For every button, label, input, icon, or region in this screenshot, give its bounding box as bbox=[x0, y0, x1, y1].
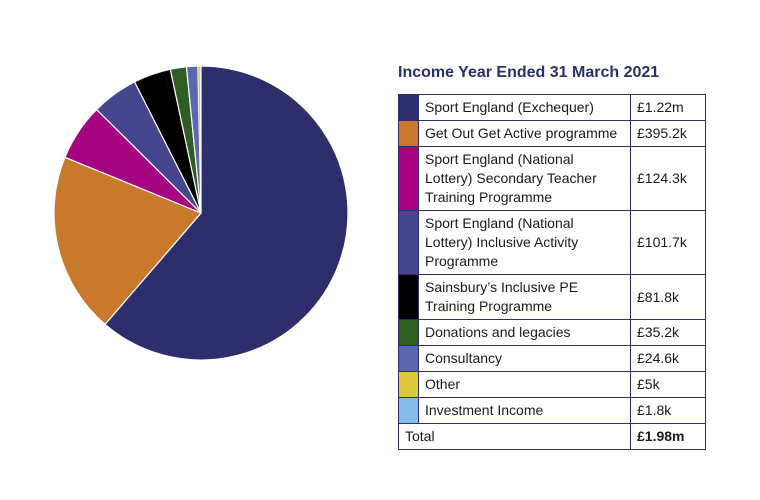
legend-label-1: Get Out Get Active programme bbox=[418, 120, 631, 147]
legend-label-3: Sport England (National Lottery) Inclusi… bbox=[418, 210, 631, 275]
legend-swatch-4 bbox=[398, 274, 419, 320]
legend-value-7: £5k bbox=[630, 371, 706, 398]
legend-swatch-6 bbox=[398, 345, 419, 372]
pie-slice-1 bbox=[53, 156, 202, 326]
total-value: £1.98m bbox=[630, 423, 706, 450]
legend-value-2: £124.3k bbox=[630, 146, 706, 211]
legend-swatch-0 bbox=[398, 94, 419, 121]
chart-title: Income Year Ended 31 March 2021 bbox=[398, 64, 660, 81]
legend-label-8: Investment Income bbox=[418, 397, 631, 424]
legend-value-5: £35.2k bbox=[630, 319, 706, 346]
legend-swatch-1 bbox=[398, 120, 419, 147]
legend-value-3: £101.7k bbox=[630, 210, 706, 275]
legend-swatch-5 bbox=[398, 319, 419, 346]
legend-label-6: Consultancy bbox=[418, 345, 631, 372]
legend-swatch-8 bbox=[398, 397, 419, 424]
legend-row: Sport England (National Lottery) Seconda… bbox=[398, 146, 706, 211]
legend-label-4: Sainsbury’s Inclusive PE Training Progra… bbox=[418, 274, 631, 320]
legend-label-7: Other bbox=[418, 371, 631, 398]
legend-value-1: £395.2k bbox=[630, 120, 706, 147]
pie-chart bbox=[53, 65, 349, 361]
legend-row: Donations and legacies £35.2k bbox=[398, 319, 706, 346]
legend-label-5: Donations and legacies bbox=[418, 319, 631, 346]
legend-label-0: Sport England (Exchequer) bbox=[418, 94, 631, 121]
legend-swatch-2 bbox=[398, 146, 419, 211]
pie-slice-8 bbox=[199, 65, 202, 214]
legend-row: Sport England (National Lottery) Inclusi… bbox=[398, 210, 706, 275]
legend-swatch-7 bbox=[398, 371, 419, 398]
legend-value-4: £81.8k bbox=[630, 274, 706, 320]
legend-row: Sainsbury’s Inclusive PE Training Progra… bbox=[398, 274, 706, 320]
legend-value-6: £24.6k bbox=[630, 345, 706, 372]
legend-value-0: £1.22m bbox=[630, 94, 706, 121]
legend-value-8: £1.8k bbox=[630, 397, 706, 424]
pie-slice-0 bbox=[104, 65, 349, 361]
legend-row: Consultancy £24.6k bbox=[398, 345, 706, 372]
legend-label-2: Sport England (National Lottery) Seconda… bbox=[418, 146, 631, 211]
legend-row: Investment Income £1.8k bbox=[398, 397, 706, 424]
legend-total-row: Total £1.98m bbox=[398, 423, 706, 450]
legend-row: Get Out Get Active programme £395.2k bbox=[398, 120, 706, 147]
legend-swatch-3 bbox=[398, 210, 419, 275]
legend-row: Sport England (Exchequer) £1.22m bbox=[398, 94, 706, 121]
total-label: Total bbox=[398, 423, 631, 450]
legend-table: Sport England (Exchequer) £1.22m Get Out G… bbox=[398, 94, 706, 450]
legend-row: Other £5k bbox=[398, 371, 706, 398]
